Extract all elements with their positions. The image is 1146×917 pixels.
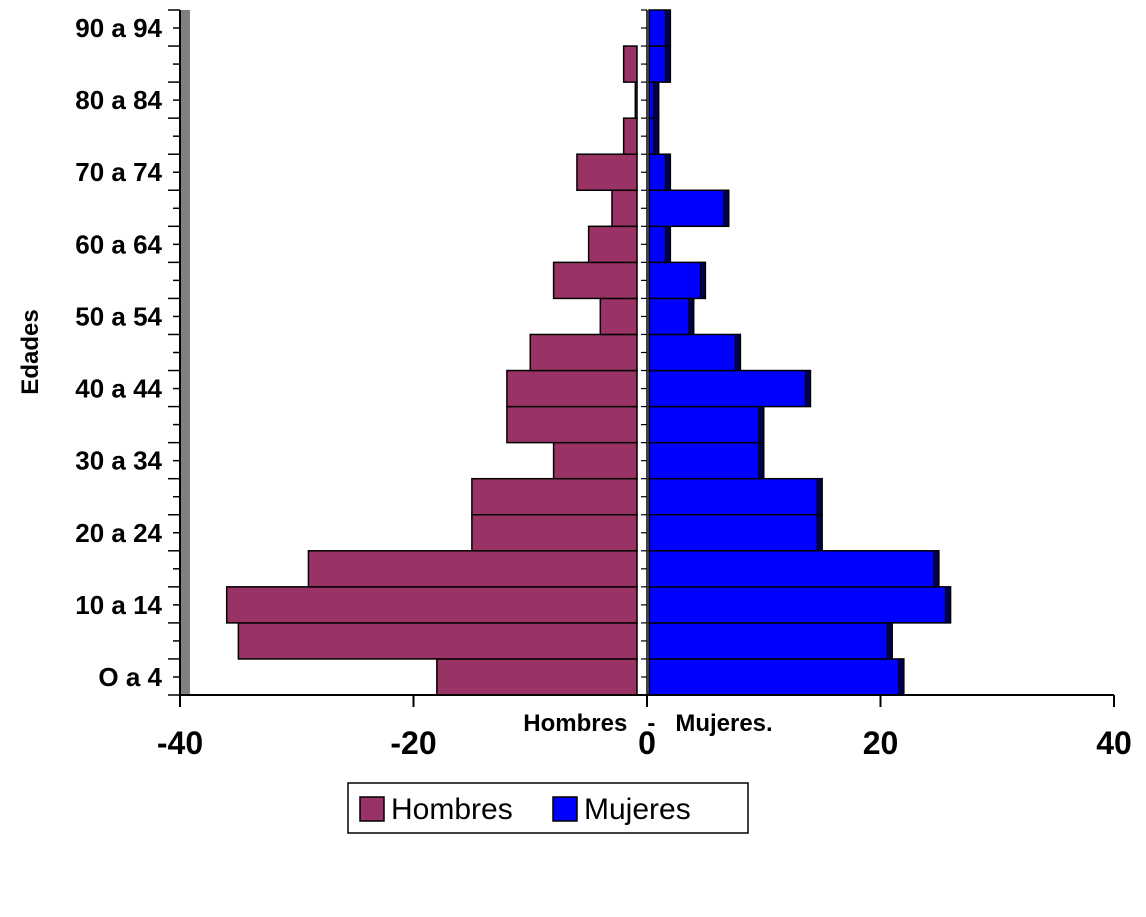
- bar-side-mujeres-1: [886, 622, 893, 660]
- y-tick-label-3: 30 a 34: [75, 446, 162, 476]
- x-tick-label-3: 20: [863, 725, 899, 761]
- tick-labels-group: -40 -20 0 20 40 O a 4 10 a 14 20 a 24 30 a 34 40 …: [75, 13, 1132, 761]
- bar-mujeres-11: [648, 261, 707, 300]
- legend-box: [347, 782, 749, 834]
- bar-hombres-7: [506, 405, 638, 444]
- bar-side-mujeres-7: [758, 406, 765, 444]
- bar-side-mujeres-10: [688, 297, 695, 335]
- bar-hombres-5: [471, 477, 638, 516]
- bar-side-mujeres-9: [734, 333, 741, 372]
- bar-side-mujeres-3: [933, 550, 940, 588]
- x-tick-label-2: 0: [638, 725, 656, 761]
- y-tick-label-5: 50 a 54: [75, 301, 162, 331]
- bar-mujeres-10: [648, 297, 695, 336]
- bar-mujeres-7: [648, 405, 765, 444]
- bar-hombres-0: [436, 658, 638, 696]
- bar-side-mujeres-2: [945, 586, 952, 624]
- bar-side-mujeres-12: [664, 225, 671, 263]
- bar-mujeres-8: [648, 369, 812, 408]
- bar-mujeres-3: [648, 550, 940, 588]
- bar-side-mujeres-16: [653, 81, 660, 119]
- y-tick-label-9: 90 a 94: [75, 13, 162, 43]
- bar-side-mujeres-4: [816, 514, 823, 552]
- bar-hombres-6: [552, 441, 638, 480]
- bar-mujeres-4: [648, 513, 823, 552]
- x-tick-label-4: 40: [1096, 725, 1132, 761]
- bar-hombres-13: [611, 189, 638, 228]
- bar-side-mujeres-14: [664, 153, 671, 191]
- y-tick-label-1: 10 a 14: [75, 590, 162, 620]
- legend: Hombres Mujeres: [347, 782, 749, 834]
- bar-mujeres-2: [648, 586, 952, 624]
- x-axis-label: Hombres - Mujeres.: [523, 710, 772, 737]
- legend-swatch-mujeres: [552, 796, 578, 822]
- bar-hombres-11: [552, 261, 638, 300]
- y-tick-label-8: 80 a 84: [75, 85, 162, 115]
- bar-mujeres-13: [648, 189, 730, 228]
- bar-hombres-12: [587, 225, 638, 264]
- bar-hombres-2: [225, 586, 638, 624]
- bar-hombres-15: [622, 117, 638, 155]
- x-tick-label-0: -40: [157, 725, 203, 761]
- bar-hombres-3: [307, 550, 638, 588]
- bar-mujeres-5: [648, 477, 823, 516]
- bar-side-mujeres-15: [653, 117, 660, 155]
- bar-side-mujeres-5: [816, 478, 823, 516]
- left-axis-wall: [181, 10, 190, 695]
- bar-side-mujeres-0: [898, 658, 905, 696]
- y-axis-label: Edades: [17, 309, 44, 394]
- bar-side-mujeres-13: [723, 189, 730, 227]
- bar-side-mujeres-18: [664, 9, 671, 47]
- bar-mujeres-9: [648, 333, 742, 372]
- bar-side-mujeres-8: [804, 370, 811, 408]
- bar-hombres-1: [237, 622, 638, 660]
- bar-mujeres-1: [648, 622, 893, 660]
- bar-hombres-16: [634, 81, 638, 119]
- bar-hombres-14: [576, 153, 638, 192]
- y-tick-label-2: 20 a 24: [75, 518, 162, 548]
- axes-group: [168, 9, 1115, 707]
- bar-hombres-4: [471, 513, 638, 552]
- bar-hombres-9: [529, 333, 638, 372]
- bar-hombres-10: [599, 297, 638, 336]
- y-tick-label-6: 60 a 64: [75, 229, 162, 259]
- bars-group: [225, 9, 952, 696]
- y-tick-label-4: 40 a 44: [75, 374, 162, 404]
- bar-side-mujeres-17: [664, 45, 671, 83]
- bar-side-mujeres-6: [758, 442, 765, 480]
- x-tick-label-1: -20: [390, 725, 436, 761]
- legend-swatch-hombres: [359, 796, 385, 822]
- legend-label-mujeres: Mujeres: [584, 793, 691, 826]
- bar-mujeres-0: [648, 658, 905, 696]
- bar-mujeres-6: [648, 441, 765, 480]
- bar-hombres-17: [622, 45, 638, 83]
- bar-hombres-8: [506, 369, 638, 408]
- y-tick-label-7: 70 a 74: [75, 157, 162, 187]
- y-tick-label-0: O a 4: [98, 662, 162, 692]
- legend-label-hombres: Hombres: [391, 793, 513, 826]
- bar-side-mujeres-11: [699, 261, 706, 299]
